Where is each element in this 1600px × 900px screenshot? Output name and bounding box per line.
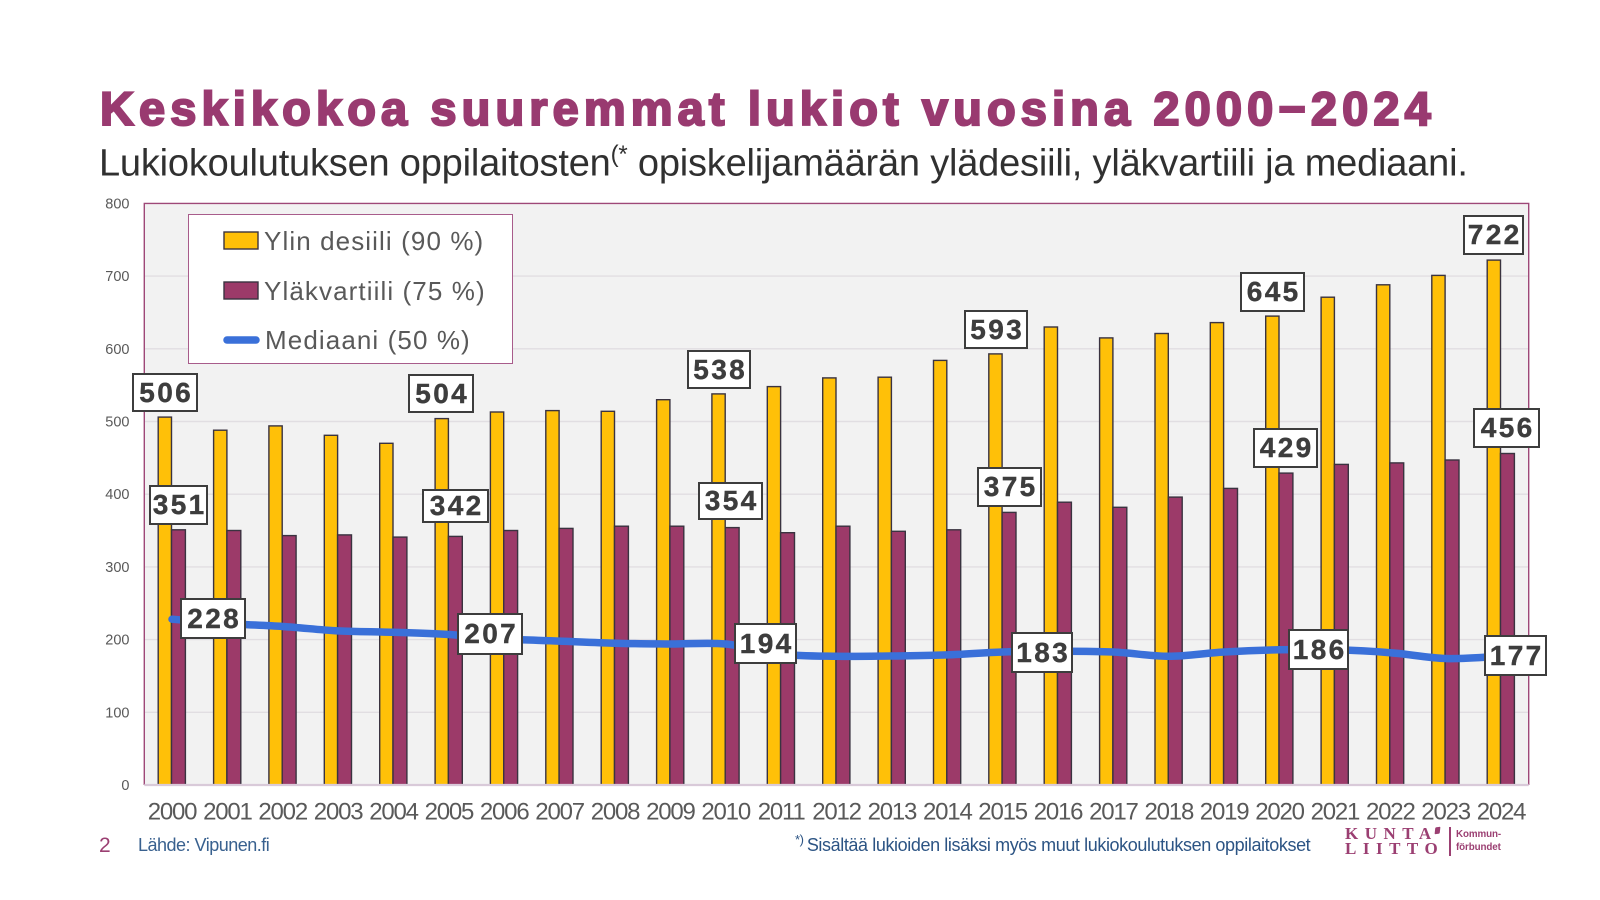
svg-text:2000: 2000	[148, 799, 197, 826]
svg-text:2021: 2021	[1311, 799, 1360, 826]
svg-text:2019: 2019	[1200, 799, 1249, 826]
svg-text:0: 0	[121, 778, 129, 794]
svg-text:2016: 2016	[1034, 799, 1083, 826]
svg-text:2004: 2004	[369, 799, 418, 826]
svg-text:2010: 2010	[701, 799, 750, 826]
svg-text:800: 800	[105, 196, 129, 212]
svg-text:300: 300	[105, 560, 129, 576]
svg-text:500: 500	[105, 415, 129, 431]
svg-text:100: 100	[105, 705, 129, 721]
svg-text:2009: 2009	[646, 799, 695, 826]
svg-text:2018: 2018	[1145, 799, 1194, 826]
svg-text:2003: 2003	[314, 799, 363, 826]
svg-text:2001: 2001	[203, 799, 252, 826]
svg-text:400: 400	[105, 487, 129, 503]
svg-text:2024: 2024	[1477, 799, 1526, 826]
svg-text:600: 600	[105, 342, 129, 358]
svg-text:2006: 2006	[480, 799, 529, 826]
svg-text:2007: 2007	[535, 799, 584, 826]
svg-text:2008: 2008	[591, 799, 640, 826]
svg-text:2014: 2014	[923, 799, 972, 826]
svg-text:2013: 2013	[868, 799, 917, 826]
svg-text:700: 700	[105, 269, 129, 285]
svg-text:2017: 2017	[1089, 799, 1138, 826]
svg-text:2011: 2011	[758, 799, 806, 826]
svg-text:2022: 2022	[1366, 799, 1415, 826]
svg-text:2023: 2023	[1421, 799, 1470, 826]
svg-text:200: 200	[105, 633, 129, 649]
svg-text:2012: 2012	[812, 799, 861, 826]
svg-text:2015: 2015	[978, 799, 1027, 826]
svg-text:2005: 2005	[425, 799, 474, 826]
svg-text:2020: 2020	[1255, 799, 1304, 826]
svg-text:2002: 2002	[258, 799, 307, 826]
